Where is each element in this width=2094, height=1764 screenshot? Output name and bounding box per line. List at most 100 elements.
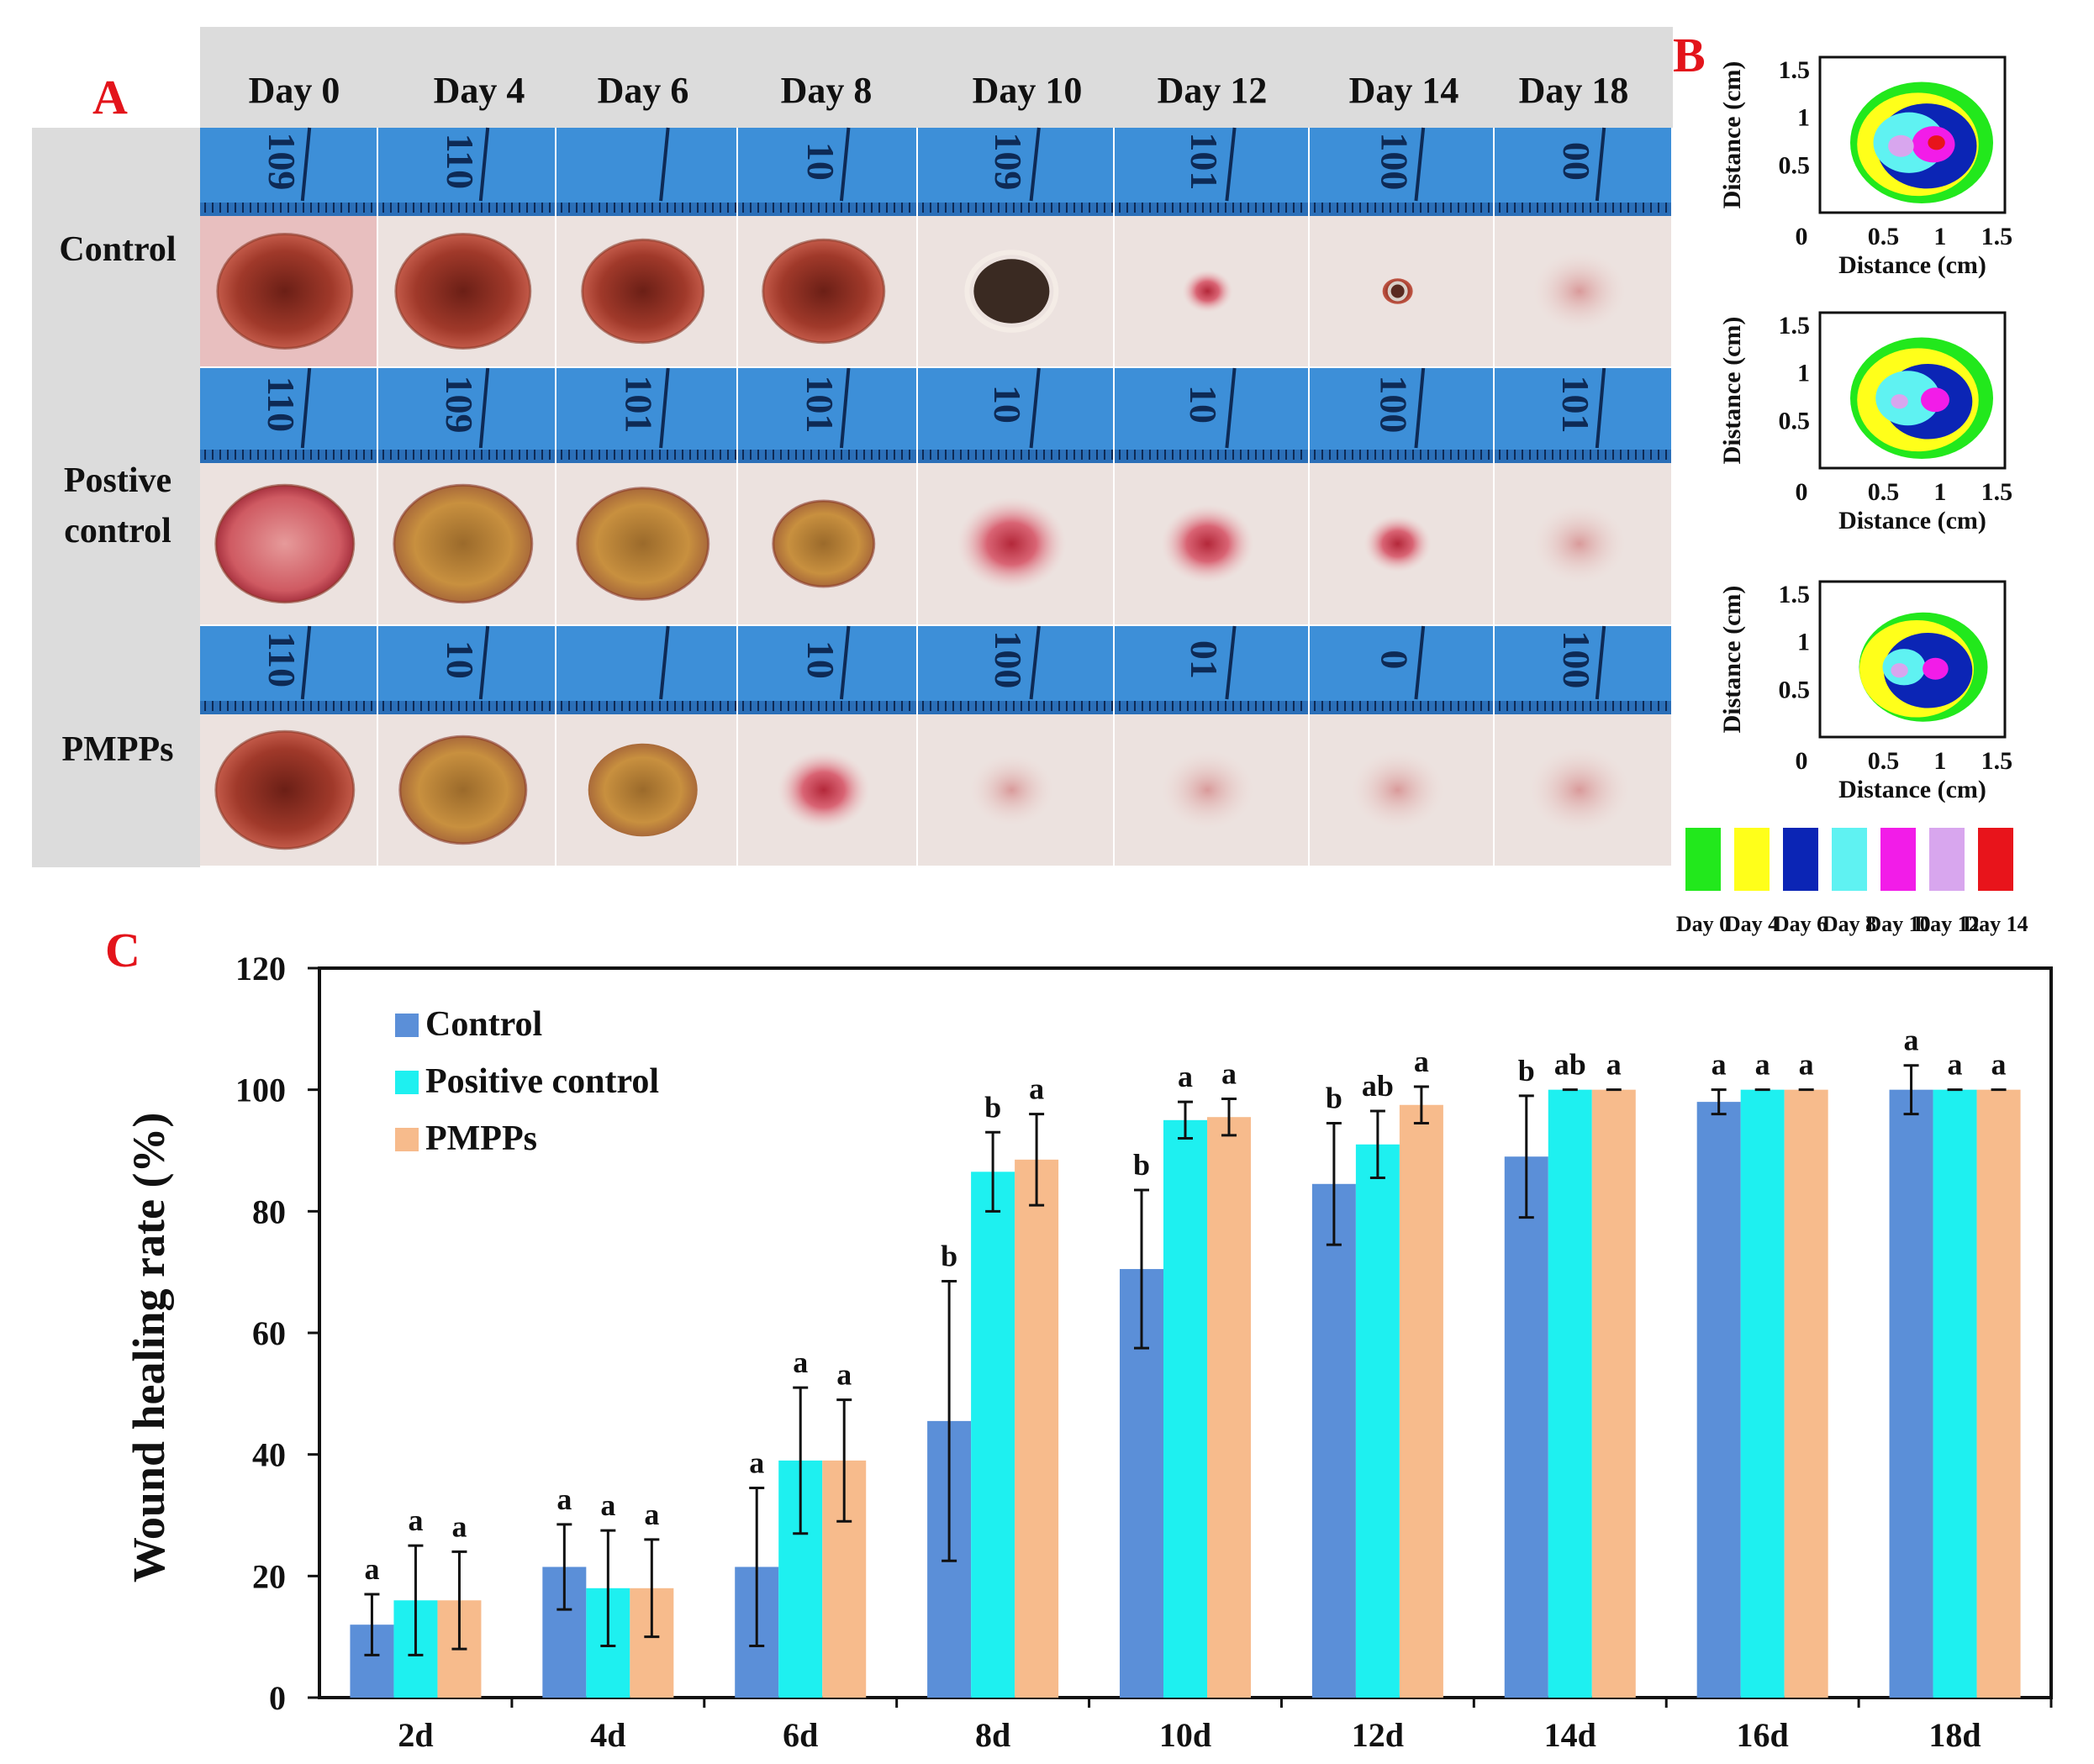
x-tick-label: 1: [1933, 223, 1946, 250]
wound-photo: 110: [200, 367, 377, 624]
wound-photo: 100: [1310, 127, 1493, 366]
wound-photo: 10: [738, 625, 916, 866]
significance-letter: a: [1712, 1048, 1727, 1082]
wound-photo: 100: [1495, 625, 1671, 866]
significance-letter: a: [408, 1503, 423, 1537]
x-axis-label: Distance (cm): [1838, 251, 1986, 279]
column-header: Day 14: [1349, 70, 1459, 111]
column-header: Day 4: [434, 70, 525, 111]
contour-region: [1875, 371, 1940, 426]
column-header: Day 10: [973, 70, 1083, 111]
x-tick-label: 0: [1796, 223, 1808, 250]
significance-letter: a: [1991, 1048, 2007, 1082]
y-tick-label: 1.5: [1779, 581, 1811, 608]
significance-letter: ab: [1554, 1048, 1586, 1082]
panel-a-header-bg: [200, 27, 1673, 128]
x-tick-label: 1.5: [1981, 478, 2013, 506]
panel-a-rowlabel-bg: [32, 128, 200, 867]
bar: [1548, 1089, 1592, 1698]
wound-photo: 10: [378, 625, 555, 866]
ruler-number: 101: [1554, 375, 1597, 433]
y-tick-label: 0.5: [1779, 151, 1811, 179]
contour-region: [1888, 134, 1914, 157]
significance-letter: a: [1606, 1048, 1622, 1082]
y-tick-label: 0.5: [1779, 407, 1811, 434]
significance-letter: a: [600, 1488, 615, 1522]
bar: [1889, 1089, 1933, 1698]
significance-letter: b: [1133, 1148, 1150, 1182]
bar: [1976, 1089, 2021, 1698]
contour-region: [1891, 663, 1908, 678]
y-tick-label: 60: [252, 1314, 286, 1352]
x-tick-label: 12d: [1352, 1716, 1404, 1754]
y-tick-label: 120: [235, 950, 286, 987]
ruler-number: 110: [260, 376, 303, 432]
bar: [1696, 1102, 1741, 1698]
y-tick-label: 20: [252, 1557, 286, 1595]
row-label: PMPPs: [62, 730, 174, 769]
x-axis-label: Distance (cm): [1838, 776, 1986, 803]
y-axis-label: Wound healing rate (%): [124, 1113, 174, 1583]
significance-letter: ab: [1362, 1069, 1394, 1103]
significance-letter: b: [1326, 1081, 1342, 1114]
ruler-number: 100: [1374, 132, 1416, 190]
x-tick-label: 6d: [783, 1716, 818, 1754]
contour-region: [1923, 657, 1949, 680]
significance-letter: a: [1904, 1024, 1919, 1057]
x-axis-label: Distance (cm): [1838, 507, 1986, 534]
legend-label: Day 10: [1865, 912, 1930, 936]
x-tick-label: 14d: [1544, 1716, 1596, 1754]
ruler-number: 110: [439, 134, 482, 189]
legend-label: Day 14: [1963, 912, 2028, 936]
legend-label: Positive control: [425, 1062, 659, 1101]
x-tick-label: 10d: [1159, 1716, 1211, 1754]
x-tick-label: 0: [1796, 747, 1808, 775]
ruler-number: 101: [618, 375, 661, 433]
significance-letter: a: [364, 1552, 379, 1586]
legend-swatch: [1832, 828, 1867, 891]
legend-label: Day 6: [1774, 912, 1828, 936]
wound-photo: 00: [1495, 127, 1671, 366]
significance-letter: a: [644, 1498, 659, 1531]
ruler-number: 109: [438, 375, 481, 433]
significance-letter: a: [836, 1358, 852, 1392]
bar: [1015, 1159, 1059, 1698]
x-tick-label: 1: [1933, 478, 1946, 506]
y-tick-label: 40: [252, 1436, 286, 1474]
significance-letter: a: [1799, 1048, 1814, 1082]
bar: [1591, 1089, 1636, 1698]
x-tick-label: 4d: [590, 1716, 625, 1754]
legend-swatch: [1685, 828, 1721, 891]
ruler-number: 00: [1555, 142, 1598, 181]
x-tick-label: 1: [1933, 747, 1946, 775]
panel-c-bar-chart: 0 20 40 60 80 100 120 Wound healing rate (%) 2d a…: [124, 950, 2053, 1754]
contour-region: [1921, 387, 1949, 413]
ruler-number: 101: [799, 375, 841, 433]
x-tick-label: 0.5: [1868, 478, 1900, 506]
contour-region: [1928, 135, 1945, 150]
y-axis-label: Distance (cm): [1718, 586, 1746, 734]
significance-letter: b: [941, 1240, 957, 1273]
wound-photo: 101: [556, 367, 736, 624]
column-header: Day 8: [781, 70, 873, 111]
y-tick-label: 0: [269, 1679, 286, 1717]
bar: [1355, 1144, 1400, 1698]
legend-swatch: [1880, 828, 1916, 891]
wound-photo: 100: [1310, 367, 1493, 624]
bar: [1784, 1089, 1828, 1698]
wound-photo: [556, 625, 736, 866]
chart-legend: Control Positive control PMPPs: [395, 1005, 659, 1158]
significance-letter: b: [1518, 1054, 1535, 1087]
ruler-number: 100: [1555, 630, 1598, 688]
ruler-number: 101: [1183, 132, 1226, 190]
wound-photo: 101: [1115, 127, 1308, 366]
column-header: Day 6: [598, 70, 689, 111]
wound-photo: 0: [1310, 625, 1493, 866]
bar: [1933, 1089, 1977, 1698]
y-axis-label: Distance (cm): [1718, 61, 1746, 209]
